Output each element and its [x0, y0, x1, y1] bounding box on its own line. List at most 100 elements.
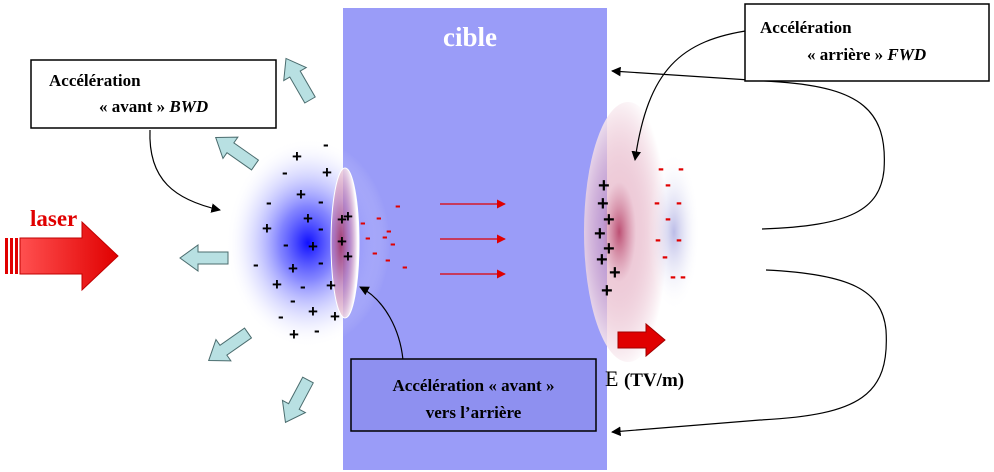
svg-text:-: -: [318, 192, 324, 211]
svg-text:-: -: [365, 228, 371, 247]
field-label: E (TV/m): [605, 366, 684, 392]
svg-text:+: +: [609, 262, 621, 284]
box-bwd-text: Accélération « avant » BWD: [49, 68, 208, 120]
box-center-line1: Accélération « avant »: [392, 376, 555, 395]
svg-text:-: -: [385, 250, 391, 269]
rear-electron-cloud: [648, 152, 700, 312]
box-bwd-line2-b: BWD: [169, 97, 209, 116]
svg-text:-: -: [314, 321, 320, 340]
svg-text:+: +: [343, 207, 353, 226]
box-center-text: Accélération « avant » vers l’arrière: [351, 372, 596, 426]
field-arrow: [617, 322, 666, 358]
svg-text:-: -: [318, 219, 324, 238]
target-label: cible: [443, 22, 497, 52]
svg-text:-: -: [665, 208, 671, 228]
connector-center: [359, 286, 404, 361]
svg-text:+: +: [594, 223, 606, 245]
electron-flow-arrows: [440, 199, 506, 279]
svg-text:-: -: [376, 208, 382, 227]
box-fwd: [744, 3, 990, 82]
field-lines: [611, 66, 887, 437]
svg-text:-: -: [318, 253, 324, 272]
box-fwd-line2: « arrière » FWD: [760, 41, 926, 68]
svg-text:+: +: [288, 259, 298, 278]
svg-text:+: +: [596, 249, 608, 271]
field-symbol: E: [605, 366, 619, 391]
svg-text:+: +: [326, 276, 336, 295]
svg-text:-: -: [665, 174, 671, 194]
svg-text:+: +: [597, 193, 609, 215]
front-surface-sheath: [330, 167, 360, 319]
svg-text:+: +: [308, 237, 318, 256]
front-electrons-red: --- -- - --- -: [360, 196, 408, 276]
box-fwd-line2-a: « arrière »: [807, 45, 884, 64]
svg-text:-: -: [266, 193, 272, 212]
svg-text:-: -: [655, 229, 661, 249]
svg-text:+: +: [296, 185, 306, 204]
field-line-upper: [611, 66, 885, 230]
svg-text:-: -: [395, 196, 401, 215]
svg-text:+: +: [272, 275, 282, 294]
svg-text:-: -: [402, 257, 408, 276]
svg-text:+: +: [601, 280, 613, 302]
ion-arrow-downleft: [207, 327, 253, 362]
svg-text:-: -: [282, 163, 288, 182]
svg-text:-: -: [680, 266, 686, 286]
svg-text:-: -: [360, 213, 366, 232]
connector-fwd: [631, 29, 753, 161]
svg-text:+: +: [322, 163, 332, 182]
ion-arrows: [179, 57, 316, 424]
box-fwd-text: Accélération « arrière » FWD: [760, 14, 926, 68]
svg-text:-: -: [300, 277, 306, 296]
svg-text:+: +: [337, 232, 347, 251]
rear-surface-sheath: [584, 102, 672, 362]
front-charges: +- - + +- - ++ - - +- + - + - + -+ - + -+ +++ +: [253, 135, 353, 344]
svg-text:-: -: [676, 229, 682, 249]
box-bwd: [30, 59, 277, 129]
box-bwd-line2-a: « avant »: [99, 97, 166, 116]
svg-text:-: -: [662, 246, 668, 266]
svg-text:+: +: [262, 219, 272, 238]
ion-arrow-up: [283, 57, 316, 104]
svg-text:-: -: [283, 235, 289, 254]
svg-text:-: -: [253, 255, 259, 274]
box-fwd-line2-b: FWD: [887, 45, 927, 64]
svg-text:+: +: [308, 302, 318, 321]
svg-text:-: -: [654, 192, 660, 212]
svg-text:-: -: [382, 227, 388, 246]
svg-text:+: +: [598, 175, 610, 197]
field-line-lower: [611, 269, 887, 437]
svg-text:+: +: [343, 247, 353, 266]
svg-text:+: +: [337, 210, 347, 229]
svg-text:-: -: [386, 221, 392, 240]
box-bwd-line1: Accélération: [49, 71, 141, 90]
svg-text:+: +: [330, 307, 340, 326]
svg-text:-: -: [290, 291, 296, 310]
box-center: [350, 358, 597, 432]
svg-text:+: +: [289, 325, 299, 344]
svg-text:-: -: [323, 135, 329, 154]
label-connectors: [149, 29, 753, 361]
ion-arrow-upleft: [214, 136, 260, 171]
laser-arrow: [5, 220, 119, 292]
box-fwd-line1: Accélération: [760, 18, 852, 37]
box-center-line2: vers l’arrière: [425, 403, 522, 422]
ion-arrow-down: [281, 376, 314, 424]
rear-electrons-red: -- -- - -- - -- -: [654, 158, 686, 286]
svg-text:-: -: [678, 158, 684, 178]
svg-text:-: -: [390, 234, 396, 253]
svg-text:-: -: [278, 307, 284, 326]
svg-text:+: +: [603, 238, 615, 260]
svg-text:+: +: [292, 147, 302, 166]
svg-text:+: +: [603, 209, 615, 231]
rear-ions: +++ +++ ++: [594, 175, 621, 302]
svg-text:-: -: [372, 243, 378, 262]
ion-arrow-left: [179, 244, 229, 272]
laser-label: laser: [30, 206, 78, 231]
field-unit: (TV/m): [623, 370, 685, 391]
svg-text:-: -: [670, 266, 676, 286]
box-bwd-line2: « avant » BWD: [49, 94, 208, 120]
svg-text:+: +: [303, 209, 313, 228]
